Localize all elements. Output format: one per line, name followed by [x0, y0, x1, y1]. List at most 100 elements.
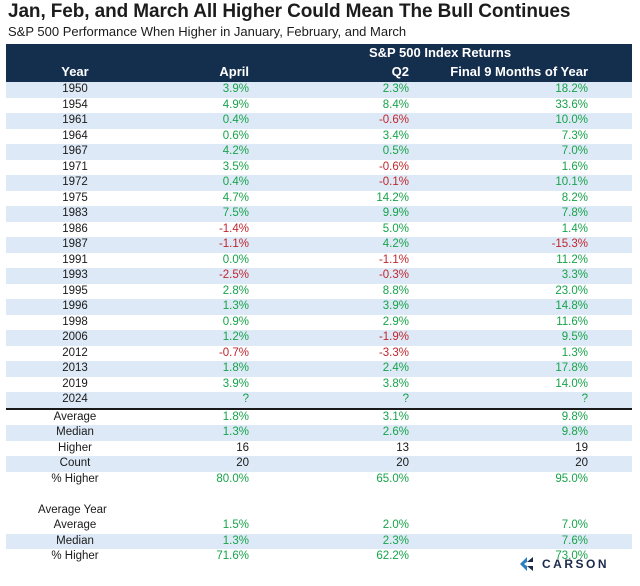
stat-row: % Higher 80.0% 65.0% 95.0%: [6, 472, 632, 488]
chart-title: Jan, Feb, and March All Higher Could Mea…: [8, 1, 571, 22]
year-cell-label: 1954: [62, 98, 88, 111]
stat-cell-april: 20: [236, 457, 249, 469]
year-cell-q2: 9.9%: [382, 207, 409, 219]
year-cell-april: ?: [242, 393, 249, 405]
average-year-cell-april: 1.5%: [222, 519, 249, 531]
year-cell-final-9-months: 1.6%: [561, 160, 588, 173]
year-row: 1954 4.9% 8.4% 33.6%: [6, 98, 632, 114]
year-row: 2019 3.9% 3.8% 14.0%: [6, 377, 632, 393]
year-row: 1967 4.2% 0.5% 7.0%: [6, 144, 632, 160]
year-cell-final-9-months: 7.0%: [561, 145, 588, 157]
stat-cell-final-9-months: 9.8%: [561, 410, 588, 423]
year-cell-april: 3.9%: [222, 377, 249, 390]
column-header-april: April: [219, 64, 249, 79]
stat-cell-q2: 3.1%: [382, 410, 409, 423]
year-cell-april: -1.1%: [218, 238, 249, 250]
year-cell-q2: 3.8%: [382, 377, 409, 390]
year-cell-label: 2024: [62, 393, 88, 405]
year-row: 2006 1.2% -1.9% 9.5%: [6, 330, 632, 346]
year-cell-april: 7.5%: [222, 207, 249, 219]
year-cell-final-9-months: 8.2%: [561, 191, 588, 204]
year-cell-final-9-months: ?: [581, 393, 588, 405]
average-year-cell-final-9-months: 7.0%: [561, 519, 588, 531]
year-cell-q2: 5.0%: [382, 222, 409, 235]
year-cell-final-9-months: 7.8%: [561, 207, 588, 219]
year-cell-label: 2013: [62, 362, 88, 374]
carson-logo-icon: [520, 557, 533, 571]
average-year-label: Average Year: [38, 503, 107, 516]
year-cell-final-9-months: 11.2%: [556, 253, 588, 266]
average-year-rows: Average 1.5% 2.0% 7.0% Median 1.3% 2.3% 7.6% % H…: [6, 518, 632, 565]
average-year-row: Average 1.5% 2.0% 7.0%: [6, 518, 632, 534]
year-cell-q2: 2.3%: [382, 83, 409, 95]
year-row: 1995 2.8% 8.8% 23.0%: [6, 284, 632, 300]
year-cell-final-9-months: 33.6%: [555, 98, 588, 111]
year-row: 1993 -2.5% -0.3% 3.3%: [6, 268, 632, 284]
year-row: 1986 -1.4% 5.0% 1.4%: [6, 222, 632, 238]
stat-cell-label: Average: [53, 410, 97, 423]
year-cell-q2: -1.1%: [378, 253, 409, 266]
stat-cell-label: Count: [59, 457, 91, 469]
year-cell-final-9-months: 14.0%: [555, 377, 588, 390]
year-cell-label: 1995: [62, 284, 88, 297]
stat-cell-label: % Higher: [51, 472, 99, 485]
year-cell-final-9-months: 23.0%: [555, 284, 588, 297]
average-year-cell-label: % Higher: [51, 550, 99, 562]
column-header-year: Year: [61, 64, 89, 79]
year-cell-final-9-months: 7.3%: [561, 129, 588, 142]
year-row: 1991 0.0% -1.1% 11.2%: [6, 253, 632, 269]
year-cell-april: 0.6%: [222, 129, 249, 142]
year-cell-april: 3.5%: [222, 160, 249, 173]
year-cell-label: 1972: [62, 176, 88, 188]
year-cell-april: 1.8%: [222, 362, 249, 374]
stat-row: Median 1.3% 2.6% 9.8%: [6, 425, 632, 441]
year-cell-label: 1975: [62, 191, 88, 204]
stat-cell-april: 16: [236, 441, 249, 454]
year-row: 2012 -0.7% -3.3% 1.3%: [6, 346, 632, 362]
year-cell-label: 1961: [62, 114, 88, 126]
year-cell-april: 1.2%: [222, 331, 249, 343]
year-cell-q2: 4.2%: [382, 238, 409, 250]
stat-row: Count 20 20 20: [6, 456, 632, 472]
year-cell-label: 1950: [62, 83, 88, 95]
stat-cell-q2: 20: [396, 457, 409, 469]
year-cell-label: 2006: [62, 331, 88, 343]
year-cell-label: 2019: [62, 377, 88, 390]
year-row: 1987 -1.1% 4.2% -15.3%: [6, 237, 632, 253]
average-year-cell-q2: 2.3%: [382, 534, 409, 547]
year-row: 1971 3.5% -0.6% 1.6%: [6, 160, 632, 176]
year-cell-label: 1986: [62, 222, 88, 235]
year-row: 1975 4.7% 14.2% 8.2%: [6, 191, 632, 207]
returns-table: S&P 500 Index Returns Year April Q2 Fina…: [6, 44, 632, 565]
year-cell-label: 1998: [62, 315, 88, 328]
year-cell-q2: -0.3%: [378, 269, 409, 281]
year-cell-final-9-months: 1.3%: [561, 346, 588, 359]
stat-cell-final-9-months: 20: [575, 457, 588, 469]
year-cell-q2: -0.1%: [378, 176, 409, 188]
year-row: 1972 0.4% -0.1% 10.1%: [6, 175, 632, 191]
group-header-label: S&P 500 Index Returns: [368, 45, 512, 60]
year-cell-april: -1.4%: [218, 222, 249, 235]
year-cell-q2: 14.2%: [376, 191, 409, 204]
year-cell-april: 0.4%: [222, 114, 249, 126]
stat-cell-final-9-months: 9.8%: [561, 426, 588, 438]
carson-logo: CARSON: [518, 555, 609, 573]
year-cell-q2: -0.6%: [378, 114, 409, 126]
year-cell-final-9-months: 18.2%: [555, 83, 588, 95]
year-cell-q2: 8.4%: [382, 98, 409, 111]
year-cell-q2: 3.4%: [382, 129, 409, 142]
year-cell-final-9-months: 10.0%: [555, 114, 588, 126]
average-year-cell-q2: 62.2%: [376, 550, 409, 562]
year-cell-april: 3.9%: [222, 83, 249, 95]
year-cell-final-9-months: 11.6%: [556, 315, 588, 328]
year-row: 1950 3.9% 2.3% 18.2%: [6, 82, 632, 98]
year-cell-q2: 2.9%: [382, 315, 409, 328]
stat-cell-april: 1.3%: [222, 426, 249, 438]
year-row: 2024???: [6, 392, 632, 408]
column-header-row: Year April Q2 Final 9 Months of Year: [6, 62, 632, 82]
year-cell-q2: 8.8%: [382, 284, 409, 297]
carson-logo-text: CARSON: [542, 557, 610, 571]
year-cell-final-9-months: -15.3%: [551, 238, 588, 250]
year-cell-q2: 2.4%: [382, 362, 409, 374]
average-year-cell-april: 1.3%: [222, 534, 249, 547]
